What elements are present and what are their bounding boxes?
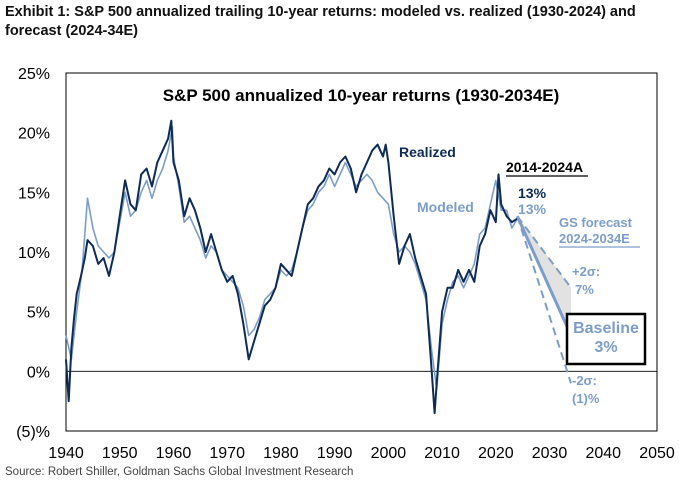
lower-label-2: (1)% [572, 391, 600, 406]
x-tick-label: 1980 [263, 445, 299, 462]
realized-line [65, 119, 518, 415]
baseline-label-1: Baseline [573, 320, 639, 337]
y-tick-label: 20% [18, 126, 50, 143]
y-tick-label: 0% [27, 364, 50, 381]
y-axis: (5)% 0% 5% 10% 15% 20% 25% [16, 66, 50, 441]
modeled-line [65, 125, 518, 391]
baseline-label-2: 3% [594, 339, 617, 356]
realized-label: Realized [399, 144, 456, 160]
period-label: 2014-2024A [506, 159, 583, 175]
x-tick-label: 2050 [639, 445, 675, 462]
plot-frame [65, 72, 658, 432]
forecast-label-1: GS forecast [559, 215, 633, 230]
x-tick-label: 2030 [532, 445, 568, 462]
x-tick-label: 1950 [102, 445, 138, 462]
forecast-lower-line [516, 215, 572, 384]
x-tick-label: 1970 [209, 445, 245, 462]
forecast-label-2: 2024-2034E [559, 231, 630, 246]
y-tick-label: 15% [18, 185, 50, 202]
exhibit-title: Exhibit 1: S&P 500 annualized trailing 1… [5, 4, 636, 39]
x-tick-label: 2010 [424, 445, 460, 462]
y-tick-label: 5% [27, 305, 50, 322]
x-tick-label: 1960 [156, 445, 192, 462]
realized-value: 13% [518, 185, 547, 201]
forecast-baseline-line [515, 215, 573, 337]
y-tick-label: (5)% [16, 424, 50, 441]
forecast-upper-line [516, 215, 572, 289]
source-note: Source: Robert Shiller, Goldman Sachs Gl… [5, 466, 354, 478]
y-tick-label: 25% [18, 66, 50, 83]
baseline-box [565, 312, 647, 366]
x-tick-label: 2020 [478, 445, 514, 462]
x-tick-label: 2000 [371, 445, 407, 462]
lower-label-1: -2σ: [572, 373, 597, 388]
x-tick-label: 1990 [317, 445, 353, 462]
chart-title: S&P 500 annualized 10-year returns (1930… [163, 86, 560, 105]
x-tick-label: 2040 [585, 445, 621, 462]
y-tick-label: 10% [18, 245, 50, 262]
upper-label-2: 7% [575, 282, 594, 297]
modeled-value: 13% [518, 201, 547, 217]
modeled-label: Modeled [417, 199, 474, 215]
upper-label-1: +2σ: [572, 264, 600, 279]
x-tick-label: 1940 [48, 445, 84, 462]
x-axis: 1940 1950 1960 1970 1980 1990 2000 2010 2020 2030… [48, 445, 675, 462]
